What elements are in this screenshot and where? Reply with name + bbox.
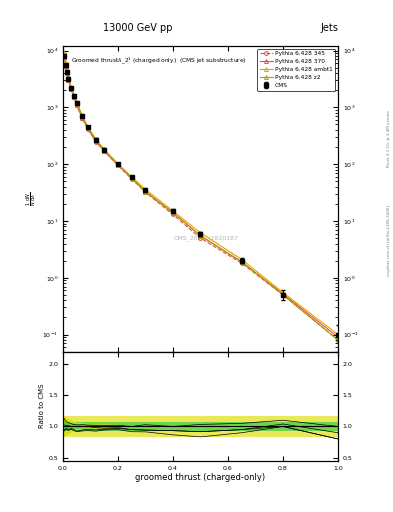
Pythia 6.428 370 xyxy=(336,334,340,340)
Pythia 6.428 370 xyxy=(281,291,285,297)
Pythia 6.428 370 xyxy=(62,54,67,60)
Y-axis label: $\frac{1}{N}\,\frac{\mathrm{d}N}{\mathrm{d}\lambda}$: $\frac{1}{N}\,\frac{\mathrm{d}N}{\mathrm… xyxy=(25,191,39,206)
Pythia 6.428 345 xyxy=(63,63,68,70)
Pythia 6.428 ambt1 xyxy=(63,60,68,66)
X-axis label: groomed thrust (charged-only): groomed thrust (charged-only) xyxy=(135,474,266,482)
Y-axis label: Ratio to CMS: Ratio to CMS xyxy=(39,384,45,429)
Pythia 6.428 z2 xyxy=(66,75,71,81)
Pythia 6.428 345 xyxy=(64,70,70,76)
Pythia 6.428 z2 xyxy=(63,62,68,68)
Pythia 6.428 ambt1 xyxy=(94,136,98,142)
Pythia 6.428 ambt1 xyxy=(281,289,285,295)
Pythia 6.428 370 xyxy=(143,188,148,195)
Pythia 6.428 370 xyxy=(63,63,68,69)
Text: Rivet 3.1.10, ≥ 3.4M events: Rivet 3.1.10, ≥ 3.4M events xyxy=(387,110,391,167)
Pythia 6.428 z2 xyxy=(69,85,73,91)
Pythia 6.428 z2 xyxy=(64,69,70,75)
Text: Groomed thrust$\lambda\_2^1$ (charged only)  (CMS jet substructure): Groomed thrust$\lambda\_2^1$ (charged on… xyxy=(71,55,247,66)
Pythia 6.428 ambt1 xyxy=(72,92,76,98)
Pythia 6.428 370 xyxy=(102,148,107,154)
Pythia 6.428 370 xyxy=(94,138,98,144)
Pythia 6.428 ambt1 xyxy=(198,230,203,236)
Pythia 6.428 345 xyxy=(116,162,120,168)
Text: Jets: Jets xyxy=(320,23,338,33)
Pythia 6.428 345 xyxy=(66,77,71,83)
Line: Pythia 6.428 z2: Pythia 6.428 z2 xyxy=(62,54,340,342)
Bar xyxy=(63,422,338,431)
Pythia 6.428 345 xyxy=(129,176,134,182)
Pythia 6.428 370 xyxy=(85,125,90,131)
Pythia 6.428 ambt1 xyxy=(80,113,84,119)
Pythia 6.428 z2 xyxy=(129,175,134,181)
Pythia 6.428 345 xyxy=(80,115,84,121)
Pythia 6.428 370 xyxy=(171,209,175,216)
Pythia 6.428 370 xyxy=(116,162,120,168)
Pythia 6.428 345 xyxy=(62,55,67,61)
Pythia 6.428 345 xyxy=(102,148,107,154)
Pythia 6.428 370 xyxy=(74,102,79,108)
Pythia 6.428 370 xyxy=(66,77,71,83)
Line: Pythia 6.428 ambt1: Pythia 6.428 ambt1 xyxy=(62,51,340,336)
Pythia 6.428 z2 xyxy=(198,232,203,239)
Pythia 6.428 345 xyxy=(143,189,148,196)
Pythia 6.428 345 xyxy=(336,337,340,343)
Pythia 6.428 345 xyxy=(94,139,98,145)
Pythia 6.428 ambt1 xyxy=(74,99,79,105)
Text: 13000 GeV pp: 13000 GeV pp xyxy=(103,23,172,33)
Pythia 6.428 z2 xyxy=(85,124,90,130)
Pythia 6.428 370 xyxy=(64,70,70,76)
Pythia 6.428 345 xyxy=(72,94,76,100)
Pythia 6.428 345 xyxy=(85,126,90,132)
Pythia 6.428 ambt1 xyxy=(69,84,73,90)
Pythia 6.428 345 xyxy=(239,260,244,266)
Pythia 6.428 z2 xyxy=(62,52,67,58)
Pythia 6.428 z2 xyxy=(102,147,107,154)
Line: Pythia 6.428 345: Pythia 6.428 345 xyxy=(62,56,340,342)
Bar xyxy=(63,416,338,437)
Pythia 6.428 ambt1 xyxy=(66,74,71,80)
Pythia 6.428 z2 xyxy=(74,100,79,106)
Pythia 6.428 ambt1 xyxy=(129,174,134,180)
Line: Pythia 6.428 370: Pythia 6.428 370 xyxy=(62,55,340,339)
Pythia 6.428 345 xyxy=(281,292,285,298)
Pythia 6.428 z2 xyxy=(116,162,120,168)
Pythia 6.428 z2 xyxy=(239,259,244,265)
Pythia 6.428 ambt1 xyxy=(336,331,340,337)
Pythia 6.428 370 xyxy=(198,232,203,239)
Pythia 6.428 370 xyxy=(80,115,84,121)
Pythia 6.428 370 xyxy=(72,94,76,100)
Pythia 6.428 345 xyxy=(171,211,175,218)
Pythia 6.428 z2 xyxy=(281,292,285,298)
Pythia 6.428 345 xyxy=(74,102,79,108)
Pythia 6.428 z2 xyxy=(80,113,84,119)
Pythia 6.428 370 xyxy=(239,259,244,265)
Pythia 6.428 z2 xyxy=(94,137,98,143)
Pythia 6.428 ambt1 xyxy=(64,67,70,73)
Pythia 6.428 370 xyxy=(69,86,73,92)
Pythia 6.428 ambt1 xyxy=(62,50,67,56)
Pythia 6.428 345 xyxy=(198,235,203,241)
Pythia 6.428 ambt1 xyxy=(143,186,148,193)
Pythia 6.428 ambt1 xyxy=(102,146,107,153)
Pythia 6.428 z2 xyxy=(171,209,175,216)
Pythia 6.428 z2 xyxy=(72,93,76,99)
Pythia 6.428 345 xyxy=(69,86,73,92)
Pythia 6.428 ambt1 xyxy=(171,208,175,214)
Pythia 6.428 ambt1 xyxy=(239,257,244,263)
Pythia 6.428 z2 xyxy=(336,337,340,343)
Pythia 6.428 370 xyxy=(129,175,134,181)
Pythia 6.428 ambt1 xyxy=(116,161,120,167)
Text: CMS_2021_I1920187: CMS_2021_I1920187 xyxy=(173,236,239,242)
Legend: Pythia 6.428 345, Pythia 6.428 370, Pythia 6.428 ambt1, Pythia 6.428 z2, CMS: Pythia 6.428 345, Pythia 6.428 370, Pyth… xyxy=(257,49,335,91)
Text: mcplots.cern.ch [arXiv:1306.3436]: mcplots.cern.ch [arXiv:1306.3436] xyxy=(387,205,391,276)
Pythia 6.428 z2 xyxy=(143,188,148,195)
Pythia 6.428 ambt1 xyxy=(85,123,90,130)
